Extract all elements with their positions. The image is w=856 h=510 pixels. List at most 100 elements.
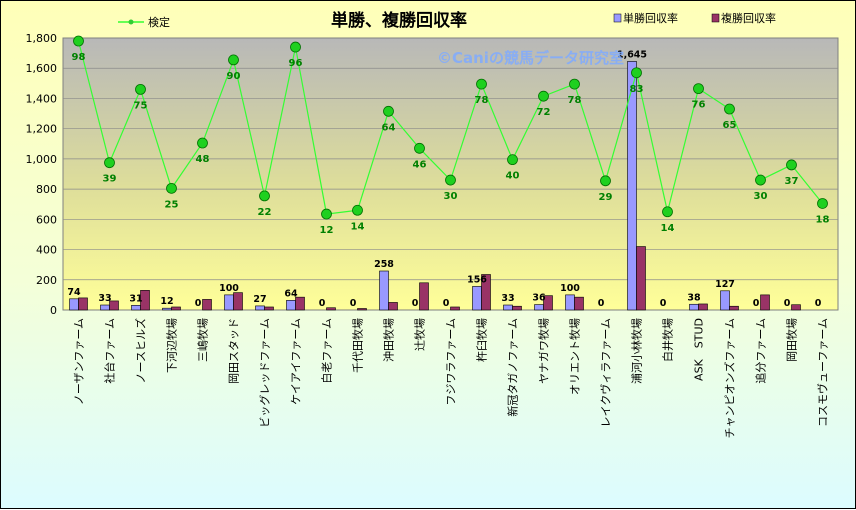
kentei-label: 98 (72, 52, 86, 63)
bar-fukusho (140, 290, 150, 311)
bar-tansho (100, 304, 110, 311)
kentei-label: 37 (785, 176, 799, 187)
kentei-label: 72 (537, 107, 551, 118)
bar-data-label: 1,645 (617, 49, 647, 60)
bar-data-label: 38 (687, 292, 701, 303)
kentei-point (538, 90, 549, 102)
x-category-label: 下河辺牧場 (165, 318, 179, 373)
bar-tansho (720, 290, 730, 311)
y-tick-label: 800 (36, 183, 57, 196)
bar-data-label: 12 (160, 296, 173, 307)
kentei-point (445, 174, 456, 186)
kentei-point (414, 142, 425, 154)
kentei-label: 22 (258, 207, 272, 218)
kentei-point (383, 105, 394, 117)
legend-line-marker (128, 19, 134, 25)
plot-area (62, 37, 839, 311)
x-category-label: 千代田牧場 (351, 318, 365, 373)
bar-data-label: 0 (412, 298, 419, 309)
bar-fukusho (202, 299, 212, 311)
bar-tansho (689, 303, 699, 311)
kentei-label: 96 (289, 58, 303, 69)
bar-data-label: 0 (784, 298, 791, 309)
kentei-label: 18 (816, 214, 830, 225)
kentei-point (817, 198, 828, 209)
bar-data-label: 36 (532, 293, 546, 304)
x-category-label: オリエント牧場 (568, 318, 582, 395)
bar-data-label: 0 (443, 298, 450, 309)
bar-tansho (472, 286, 482, 311)
x-category-label: 白老ファーム (320, 318, 334, 384)
kentei-label: 39 (103, 174, 117, 185)
y-tick-label: 600 (36, 213, 57, 226)
kentei-point (290, 41, 301, 53)
bar-data-label: 0 (195, 298, 202, 309)
kentei-point (569, 78, 580, 90)
x-category-label: 岡田スタッド (228, 318, 241, 384)
kentei-label: 40 (506, 171, 520, 182)
legend-bar2-label: 複勝回収率 (721, 11, 776, 25)
y-tick-label: 200 (36, 274, 57, 287)
x-category-label: 新冠タガノファーム (506, 318, 520, 417)
bar-data-label: 127 (715, 279, 735, 290)
bar-fukusho (264, 306, 274, 311)
x-category-label: フジワラファーム (445, 318, 458, 406)
kentei-label: 30 (444, 191, 458, 202)
kentei-label: 46 (413, 159, 427, 170)
bar-data-label: 0 (598, 298, 605, 309)
bar-data-label: 156 (467, 274, 487, 285)
bar-fukusho (109, 300, 119, 311)
kentei-point (166, 182, 177, 194)
bar-data-label: 0 (350, 298, 357, 309)
y-tick-label: 1,000 (26, 153, 58, 166)
x-category-label: 白井牧場 (661, 318, 675, 362)
y-tick-label: 1,600 (26, 62, 58, 75)
kentei-point (259, 190, 270, 202)
y-tick-label: 400 (36, 244, 57, 257)
bar-data-label: 27 (253, 294, 266, 305)
kentei-point (600, 175, 611, 187)
bar-tansho (379, 270, 389, 311)
bar-data-label: 31 (129, 293, 142, 304)
kentei-point (507, 154, 518, 166)
line-series: 98 39 75 25 48 90 22 96 12 14 64 46 30 78 40 72 78 29 83 14… (72, 35, 830, 236)
bar-data-label: 74 (67, 287, 81, 298)
x-category-label: 沖田牧場 (382, 318, 396, 362)
kentei-label: 78 (568, 95, 582, 106)
bar-tansho (255, 305, 265, 311)
x-category-label: 社台ファーム (103, 318, 117, 384)
bar-fukusho (171, 306, 181, 311)
kentei-point (476, 78, 487, 90)
legend: 検定 単勝回収率 複勝回収率 (118, 11, 776, 29)
x-category-label: コスモヴューファーム (816, 318, 830, 427)
kentei-point (321, 208, 332, 220)
x-category-label: レイクヴィラファーム (599, 318, 613, 427)
bar-tansho (162, 307, 172, 311)
bar-tansho (69, 298, 79, 311)
bar-data-label: 33 (501, 293, 514, 304)
x-category-label: ASK STUD (693, 318, 706, 381)
x-category-label: ノースヒルズ (134, 318, 148, 383)
x-category-label: ビッグレッドファーム (258, 318, 272, 428)
bar-fukusho (791, 304, 801, 311)
chart-title: 単勝、複勝回収率 (331, 10, 467, 31)
bar-fukusho (729, 305, 739, 311)
legend-bar1-label: 単勝回収率 (623, 11, 678, 25)
bar-tansho (224, 294, 234, 311)
kentei-label: 65 (723, 120, 737, 131)
y-tick-label: 0 (50, 304, 57, 317)
kentei-label: 14 (661, 223, 675, 234)
y-tick-label: 1,400 (26, 92, 58, 105)
bar-fukusho (419, 282, 429, 311)
bar-fukusho (295, 296, 305, 311)
x-category-label: 追分ファーム (754, 318, 768, 384)
x-category-label: 浦河小林牧場 (630, 318, 644, 384)
bar-data-label: 64 (284, 288, 298, 299)
bar-fukusho (78, 297, 88, 311)
kentei-label: 76 (692, 100, 706, 111)
kentei-point (693, 83, 704, 95)
x-axis: ノーザンファーム 社台ファーム ノースヒルズ 下河辺牧場 三嶋牧場 岡田スタッド ビッグレッ… (73, 318, 830, 438)
legend-bar1-swatch (613, 13, 622, 23)
bar-data-label: 100 (560, 283, 580, 294)
